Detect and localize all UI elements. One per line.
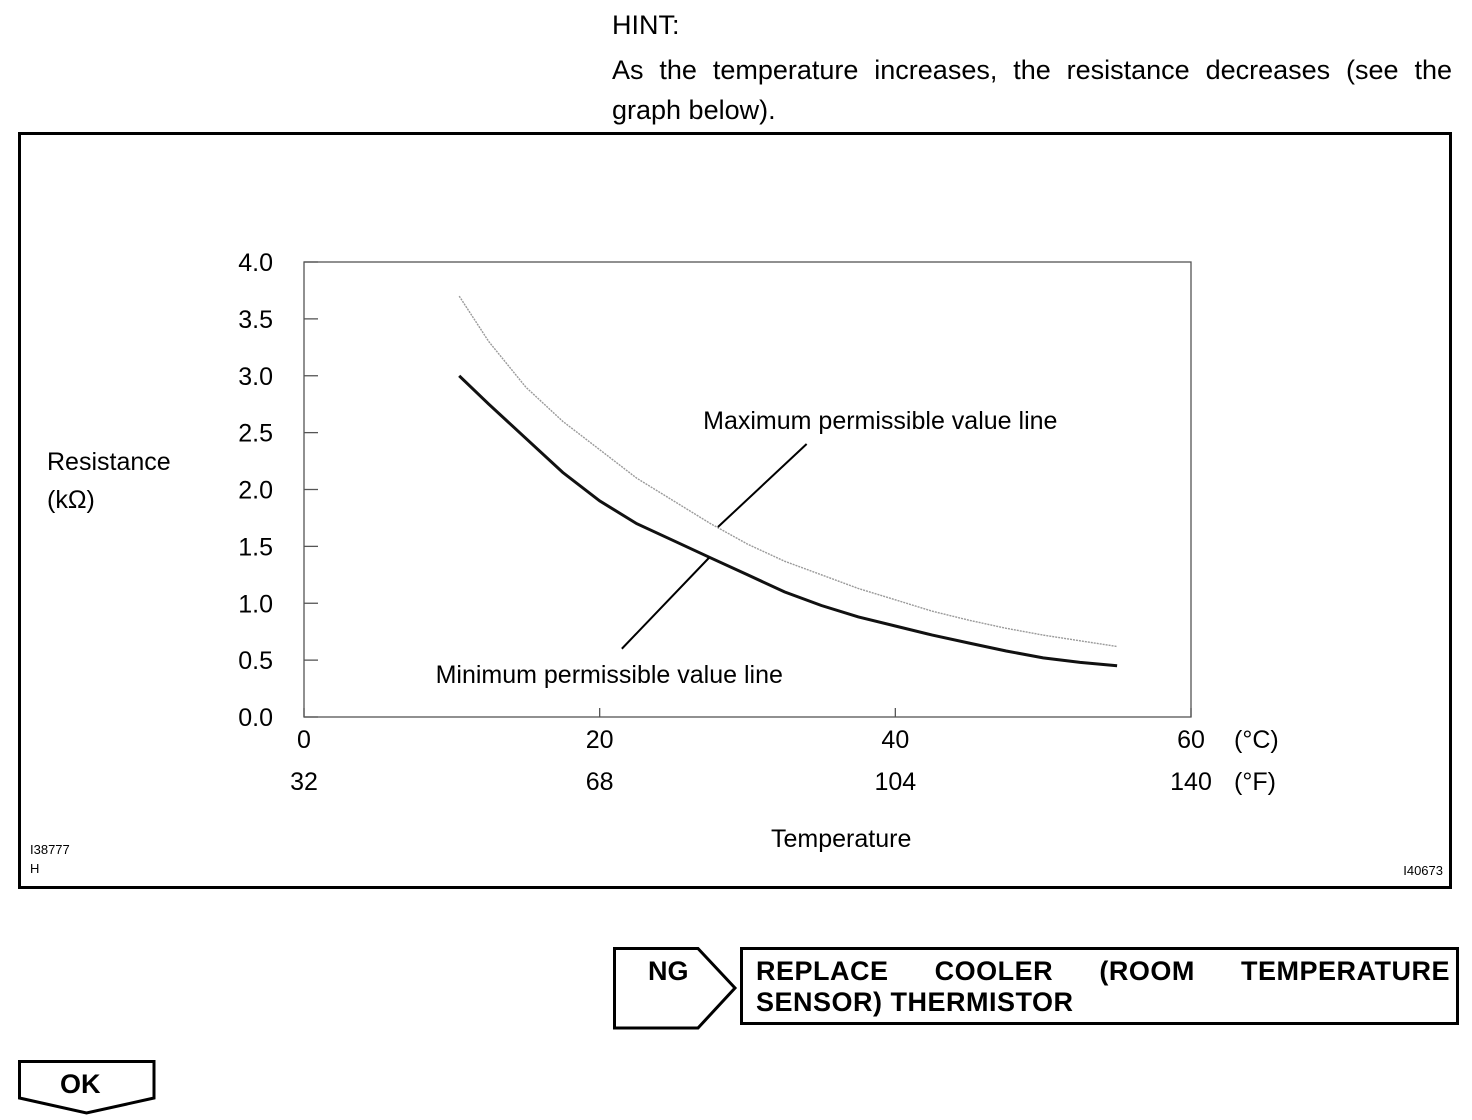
y-tick-label: 2.5 bbox=[238, 420, 273, 448]
y-tick-label: 3.5 bbox=[238, 306, 273, 334]
figure-box: 0.0 0.5 1.0 1.5 2.0 2.5 3.0 3.5 4.0 0 20 40 60 32 68 10… bbox=[18, 132, 1452, 889]
y-tick-label: 1.5 bbox=[238, 533, 273, 561]
x-tick-label-fahrenheit: 140 bbox=[1170, 768, 1212, 796]
ng-arrow-box bbox=[613, 947, 738, 1030]
min-permissible-line bbox=[458, 374, 1118, 668]
x-unit-celsius: (°C) bbox=[1234, 726, 1279, 754]
x-axis-label: Temperature bbox=[771, 825, 912, 853]
y-tick-label: 1.0 bbox=[238, 590, 273, 618]
x-tick-label-fahrenheit: 68 bbox=[586, 768, 614, 796]
y-tick-label: 0.5 bbox=[238, 647, 273, 675]
figure-id-left-line1: I38777 bbox=[30, 842, 70, 857]
hint-title: HINT: bbox=[612, 10, 680, 40]
ng-action-text: REPLACE COOLER (ROOM TEMPERATURE SENSOR)… bbox=[756, 956, 1450, 1017]
annotation-label-1: Maximum permissible value line bbox=[703, 407, 1057, 435]
hint-text: As the temperature increases, the resist… bbox=[612, 55, 1452, 125]
annotation-label-2: Minimum permissible value line bbox=[436, 661, 783, 689]
x-tick-label-celsius: 20 bbox=[586, 726, 614, 754]
figure-id-right: I40673 bbox=[1403, 863, 1443, 878]
y-axis-label: Resistance (kΩ) bbox=[47, 443, 171, 519]
x-tick-label-celsius: 60 bbox=[1177, 726, 1205, 754]
plot-frame bbox=[303, 261, 1192, 718]
x-tick-label-celsius: 0 bbox=[297, 726, 311, 754]
ok-arrow-box bbox=[18, 1060, 156, 1115]
x-tick-label-fahrenheit: 32 bbox=[290, 768, 318, 796]
y-tick-label: 4.0 bbox=[238, 249, 273, 277]
y-axis-label-line2: (kΩ) bbox=[47, 486, 95, 514]
annotation-leader-2 bbox=[621, 557, 710, 650]
y-tick-label: 2.0 bbox=[238, 477, 273, 505]
resistance-chart: 0.0 0.5 1.0 1.5 2.0 2.5 3.0 3.5 4.0 0 20 40 60 32 68 10… bbox=[238, 249, 1279, 796]
x-tick-label-fahrenheit: 104 bbox=[874, 768, 916, 796]
annotation-leader-1 bbox=[717, 443, 808, 528]
y-tick-label: 3.0 bbox=[238, 363, 273, 391]
ok-label: OK bbox=[60, 1069, 101, 1099]
y-tick-label: 0.0 bbox=[238, 704, 273, 732]
x-unit-fahrenheit: (°F) bbox=[1234, 768, 1276, 796]
figure-id-left-line2: H bbox=[30, 861, 40, 876]
y-axis-label-line1: Resistance bbox=[47, 448, 171, 476]
max-permissible-line bbox=[458, 295, 1118, 648]
figure-id-left: I38777 H bbox=[30, 840, 70, 878]
x-tick-label-celsius: 40 bbox=[881, 726, 909, 754]
ng-action-box: REPLACE COOLER (ROOM TEMPERATURE SENSOR)… bbox=[740, 947, 1459, 1025]
ng-label: NG bbox=[648, 956, 689, 986]
